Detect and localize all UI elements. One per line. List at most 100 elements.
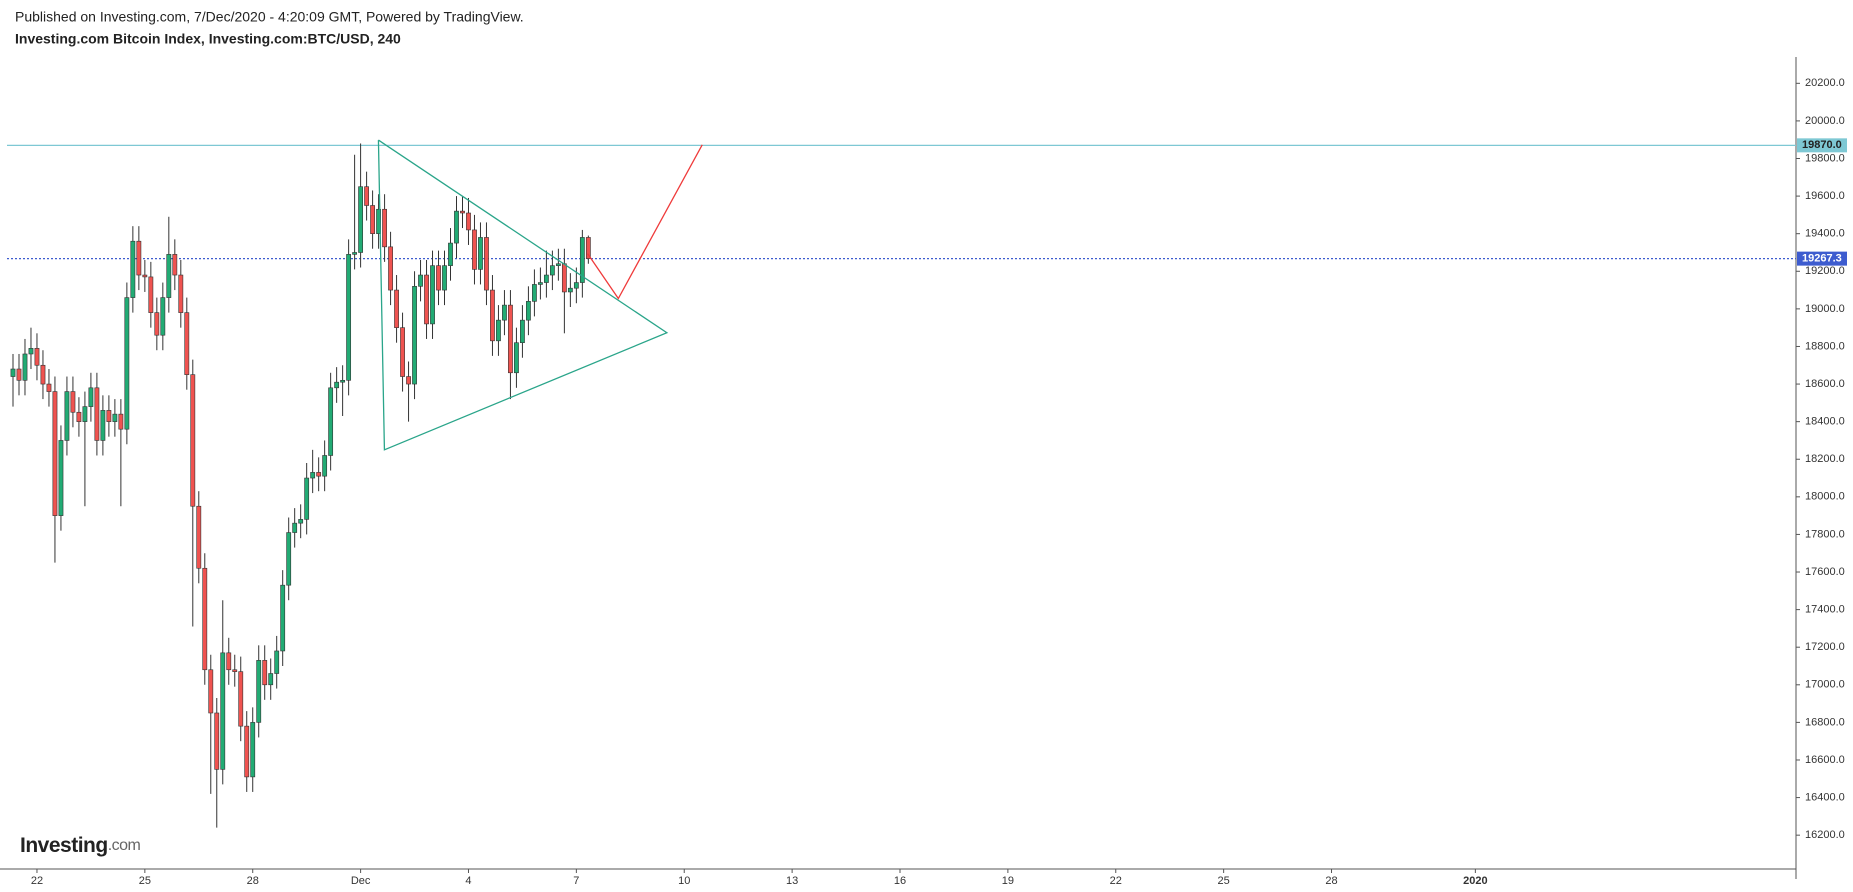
- candle-body: [382, 208, 387, 248]
- candle-body: [166, 254, 172, 298]
- y-tick-label: 16600.0: [1805, 754, 1845, 766]
- candle-body: [543, 274, 549, 283]
- x-tick-label: 10: [678, 875, 690, 887]
- candle-body: [274, 650, 280, 674]
- candle-body: [238, 671, 244, 727]
- y-tick-label: 16200.0: [1805, 829, 1845, 841]
- candle-body: [250, 722, 256, 778]
- candle-body: [514, 342, 519, 374]
- trend-drawing: [377, 139, 669, 451]
- x-tick-label: 4: [465, 875, 471, 887]
- price-label: 19267.3: [1802, 253, 1842, 265]
- candle-body: [10, 368, 16, 377]
- candle-body: [316, 472, 322, 477]
- x-tick-label: 19: [1002, 875, 1014, 887]
- candle-body: [100, 410, 106, 441]
- candle-body: [208, 669, 214, 714]
- candle-body: [573, 282, 579, 289]
- candle-body: [160, 297, 166, 336]
- x-tick-label: 25: [139, 875, 151, 887]
- price-label-box: [1797, 251, 1847, 266]
- candle-body: [358, 186, 364, 253]
- candle-body: [178, 274, 184, 313]
- candle-body: [226, 652, 232, 671]
- candle-body: [370, 205, 375, 234]
- candle-body: [148, 276, 154, 313]
- candle-body: [34, 348, 40, 366]
- candle-body: [286, 532, 292, 586]
- candle-body: [88, 387, 94, 407]
- candle-body: [124, 297, 130, 430]
- candle-body: [388, 246, 393, 291]
- candle-body: [579, 237, 585, 283]
- candle-body: [220, 652, 226, 770]
- candle-body: [202, 567, 208, 671]
- y-tick-label: 17800.0: [1805, 528, 1845, 540]
- candle-body: [298, 519, 304, 524]
- candle-body: [130, 240, 136, 298]
- candle-body: [442, 265, 447, 291]
- candle-body: [82, 406, 88, 422]
- candle-body: [466, 212, 471, 231]
- y-tick-label: 17000.0: [1805, 679, 1845, 691]
- candle-body: [142, 274, 148, 278]
- candle-body: [112, 413, 118, 422]
- x-tick-label: 25: [1218, 875, 1230, 887]
- y-tick-label: 17600.0: [1805, 566, 1845, 578]
- trend-drawing: [587, 144, 703, 300]
- x-tick-label: 2020: [1463, 875, 1487, 887]
- candle-body: [46, 383, 52, 392]
- y-tick-label: 18000.0: [1805, 491, 1845, 503]
- candle-body: [76, 411, 82, 422]
- x-tick-label: 13: [786, 875, 798, 887]
- y-tick-label: 19200.0: [1805, 265, 1845, 277]
- candle-body: [190, 374, 196, 507]
- candle-body: [136, 240, 142, 276]
- y-tick-label: 20000.0: [1805, 115, 1845, 127]
- candle-body: [502, 304, 507, 321]
- y-tick-label: 16400.0: [1805, 791, 1845, 803]
- y-tick-label: 18200.0: [1805, 453, 1845, 465]
- candle-body: [184, 312, 190, 375]
- candle-body: [94, 387, 100, 441]
- x-tick-label: Dec: [351, 875, 371, 887]
- candle-body: [496, 319, 501, 342]
- candle-body: [555, 263, 561, 266]
- candle-body: [28, 348, 34, 355]
- candle-body: [478, 237, 483, 270]
- candle-body: [430, 265, 435, 325]
- x-tick-label: 28: [1325, 875, 1337, 887]
- y-tick-label: 19600.0: [1805, 190, 1845, 202]
- candle-body: [538, 282, 543, 285]
- candle-body: [70, 391, 76, 413]
- candle-body: [460, 210, 465, 214]
- y-tick-label: 17400.0: [1805, 604, 1845, 616]
- candle-body: [118, 413, 124, 430]
- candle-body: [394, 289, 399, 328]
- candle-body: [484, 237, 489, 291]
- y-tick-label: 18600.0: [1805, 378, 1845, 390]
- candle-body: [214, 712, 220, 770]
- candle-body: [412, 286, 417, 385]
- candle-body: [232, 669, 238, 672]
- candle-body: [64, 391, 70, 441]
- candle-body: [154, 312, 160, 336]
- candle-body: [22, 353, 28, 381]
- candle-body: [490, 289, 495, 342]
- candle-body: [304, 477, 310, 520]
- candle-body: [292, 522, 298, 533]
- candle-body: [280, 584, 286, 652]
- candle-body: [58, 440, 64, 516]
- y-tick-label: 19800.0: [1805, 152, 1845, 164]
- price-label-box: [1797, 138, 1847, 153]
- candle-body: [40, 364, 46, 385]
- candle-body: [376, 208, 381, 234]
- candle-body: [322, 455, 328, 477]
- candle-body: [448, 242, 453, 266]
- candle-body: [346, 254, 352, 381]
- candle-body: [526, 301, 531, 321]
- candle-body: [520, 319, 525, 344]
- logo-brand: Investing: [20, 834, 108, 857]
- logo-suffix: .com: [108, 837, 141, 854]
